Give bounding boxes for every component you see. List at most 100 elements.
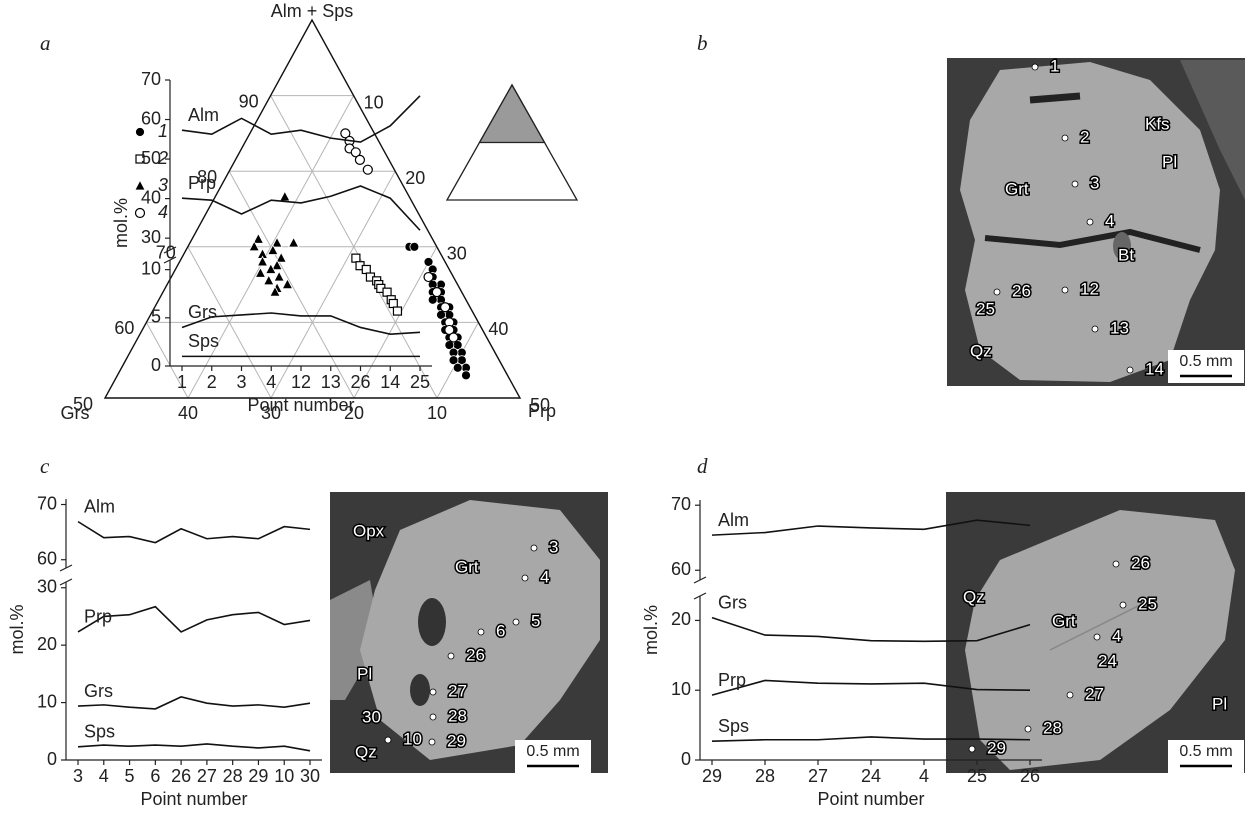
x-tick-label: 4 [266,372,276,392]
image-label: 26 [466,645,485,664]
y-tick-label: 10 [671,679,691,699]
image-label: Qz [970,341,992,360]
series-label: Alm [188,105,219,125]
point-dot [1025,726,1031,732]
y-tick-label: 50 [141,148,161,168]
marker-circle [363,165,372,174]
point-dot [478,629,484,635]
tick-label: 60 [114,318,134,338]
image-label: Qz [355,742,377,761]
image-label: 2 [1080,127,1089,146]
tick-label: 40 [488,319,508,339]
marker-circle [424,273,433,282]
image-label: 10 [403,729,422,748]
image-label: 28 [448,706,467,725]
x-tick-label: 24 [861,766,881,786]
y-tick-label: 0 [681,749,691,769]
point-dot [1113,561,1119,567]
y-tick-label: 40 [141,187,161,207]
point-dot [429,739,435,745]
image-label: 3 [549,537,558,556]
marker-circle [355,155,364,164]
image-label: 24 [1098,651,1117,670]
x-tick-label: 3 [73,766,83,786]
image-label: 4 [1105,211,1114,230]
point-dot [969,746,975,752]
tick-label: 90 [239,91,259,111]
image-label: 14 [1145,359,1164,378]
series-label: Grs [718,592,747,612]
axis-label: Grs [61,403,90,423]
marker-circle [410,242,419,251]
scale-label: 0.5 mm [1179,353,1232,370]
x-tick-label: 26 [171,766,191,786]
y-tick-label: 0 [47,749,57,769]
x-tick-label: 13 [321,372,341,392]
image-label: 6 [496,621,505,640]
x-tick-label: 28 [223,766,243,786]
micrograph-d [946,492,1245,773]
series-label: Sps [718,716,749,736]
tick-label: 40 [178,403,198,423]
y-tick-label: 0 [151,355,161,375]
image-label: 28 [1043,718,1062,737]
marker-circle [453,363,462,372]
panel-label: c [40,454,50,478]
marker-circle [441,303,450,312]
point-dot [430,689,436,695]
x-tick-label: 1 [177,372,187,392]
image-label: 12 [1080,279,1099,298]
point-dot [994,289,1000,295]
image-label: Bt [1118,245,1134,264]
inset-triangle [447,85,577,200]
series-label: Grs [84,681,113,701]
y-axis-label: mol.% [7,604,27,654]
x-tick-label: 2 [207,372,217,392]
marker-circle [462,371,471,380]
image-label: 4 [540,567,549,586]
x-tick-label: 29 [248,766,268,786]
point-dot [1092,326,1098,332]
x-tick-label: 26 [1020,766,1040,786]
marker-triangle [289,238,299,248]
x-tick-label: 4 [919,766,929,786]
x-tick-label: 30 [300,766,320,786]
series-line [78,607,310,632]
scale-label: 0.5 mm [526,743,579,760]
x-tick-label: 3 [236,372,246,392]
point-dot [1032,64,1038,70]
image-label: Pl [1212,694,1227,713]
x-tick-label: 27 [808,766,828,786]
panel-label: b [697,31,708,55]
y-axis-label: mol.% [111,198,131,248]
image-label: Grt [455,557,479,576]
image-label: 13 [1110,318,1129,337]
y-tick-label: 70 [37,493,57,513]
point-dot [1067,692,1073,698]
series-label: Prp [188,173,216,193]
figure: a5060708090102030405040302010Alm + SpsGr… [0,0,1250,814]
marker-circle [432,288,441,297]
image-label: Grt [1005,179,1029,198]
tick-label: 20 [405,168,425,188]
panel-label: a [40,31,51,55]
axis-label: Alm + Sps [271,1,354,21]
image-label: 4 [1112,626,1121,645]
image-label: 25 [976,299,995,318]
x-tick-label: 4 [99,766,109,786]
panel-label: d [697,454,708,478]
marker-square [352,254,360,262]
image-label: 29 [987,738,1006,757]
image-label: 5 [531,611,540,630]
y-tick-label: 70 [671,494,691,514]
y-tick-label: 20 [671,609,691,629]
series-line [78,522,310,543]
point-dot [531,545,537,551]
image-label: Pl [1162,152,1177,171]
y-tick-label: 60 [37,548,57,568]
point-dot [1062,135,1068,141]
tick-label: 10 [427,403,447,423]
marker-square [393,307,401,315]
axis-label: Prp [528,401,556,421]
x-tick-label: 10 [274,766,294,786]
